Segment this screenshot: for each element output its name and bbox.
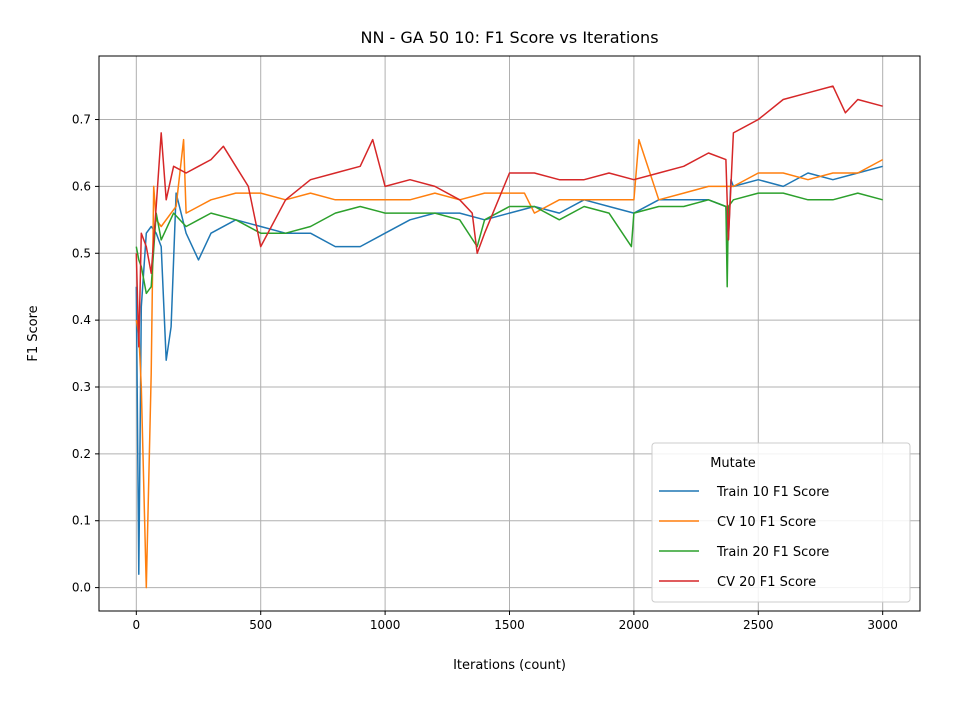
y-axis-ticks: 0.0 0.1 0.2 0.3 0.4 0.5 0.6 0.7 — [72, 113, 99, 595]
x-tick-label: 0 — [132, 618, 140, 632]
legend-entry: CV 10 F1 Score — [717, 515, 816, 530]
y-tick-label: 0.3 — [72, 380, 91, 394]
y-tick-label: 0.7 — [72, 113, 91, 127]
x-tick-label: 3000 — [867, 618, 898, 632]
legend-title: Mutate — [710, 456, 756, 471]
series-line-cv-10-f1-score — [135, 138, 884, 589]
y-tick-label: 0.1 — [72, 514, 91, 528]
legend: Mutate Train 10 F1 Score CV 10 F1 Score Tra… — [651, 442, 911, 603]
y-axis-label: F1 Score — [26, 305, 41, 361]
chart-title: NN - GA 50 10: F1 Score vs Iterations — [360, 28, 658, 47]
x-tick-label: 2000 — [619, 618, 650, 632]
y-tick-label: 0.2 — [72, 447, 91, 461]
y-tick-label: 0.0 — [72, 581, 91, 595]
y-tick-label: 0.6 — [72, 179, 91, 193]
legend-entry: CV 20 F1 Score — [717, 575, 816, 590]
x-tick-label: 500 — [249, 618, 272, 632]
x-tick-label: 2500 — [743, 618, 774, 632]
x-tick-label: 1500 — [494, 618, 525, 632]
legend-entry: Train 20 F1 Score — [716, 545, 829, 560]
series-line-cv-20-f1-score — [135, 85, 883, 348]
y-tick-label: 0.4 — [72, 313, 91, 327]
legend-box — [651, 442, 911, 603]
x-tick-label: 1000 — [370, 618, 401, 632]
y-tick-label: 0.5 — [72, 246, 91, 260]
legend-entry: Train 10 F1 Score — [716, 485, 829, 500]
series-lines — [135, 85, 884, 589]
series-line-train-20-f1-score — [135, 192, 883, 295]
x-axis-ticks: 0 500 1000 1500 2000 2500 3000 — [132, 611, 898, 632]
x-axis-label: Iterations (count) — [453, 658, 566, 673]
